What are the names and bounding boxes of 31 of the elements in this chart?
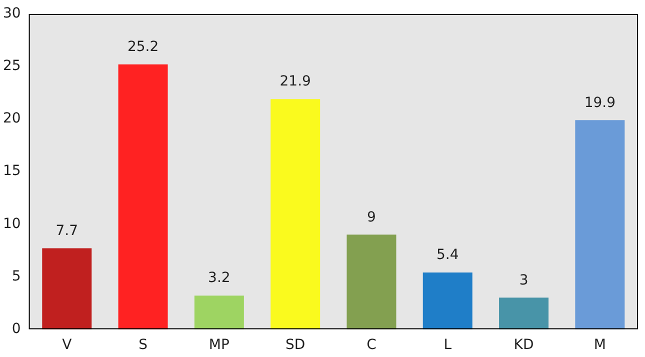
bar <box>118 64 168 330</box>
bar <box>575 120 625 330</box>
x-tick-label: KD <box>514 337 534 354</box>
bar <box>346 234 396 330</box>
y-tick-label: 25 <box>2 58 21 74</box>
y-tick-label: 10 <box>2 216 21 232</box>
bar <box>422 272 472 330</box>
data-label: 5.4 <box>436 247 459 264</box>
data-label: 3 <box>519 272 528 288</box>
data-label: 21.9 <box>280 74 311 90</box>
bar <box>194 296 244 330</box>
data-label: 25.2 <box>127 39 159 56</box>
bar <box>270 99 320 330</box>
x-tick-label: MP <box>208 337 230 354</box>
y-tick-label: 0 <box>12 320 21 337</box>
data-label: 7.7 <box>56 222 78 239</box>
data-label: 3.2 <box>208 270 230 286</box>
data-label: 9 <box>367 209 376 226</box>
x-tick-label: M <box>594 337 606 354</box>
y-tick-label: 15 <box>2 163 21 180</box>
bar <box>499 298 549 330</box>
y-tick-label: 5 <box>12 268 21 284</box>
x-tick-label: S <box>138 337 148 354</box>
x-tick-label: SD <box>285 337 306 354</box>
y-tick-label: 20 <box>2 110 21 127</box>
x-tick-label: C <box>366 337 377 354</box>
x-tick-label: V <box>62 337 72 354</box>
x-tick-label: L <box>444 337 452 354</box>
bar <box>42 248 92 330</box>
y-tick-label: 30 <box>2 6 21 22</box>
data-label: 19.9 <box>584 94 616 111</box>
